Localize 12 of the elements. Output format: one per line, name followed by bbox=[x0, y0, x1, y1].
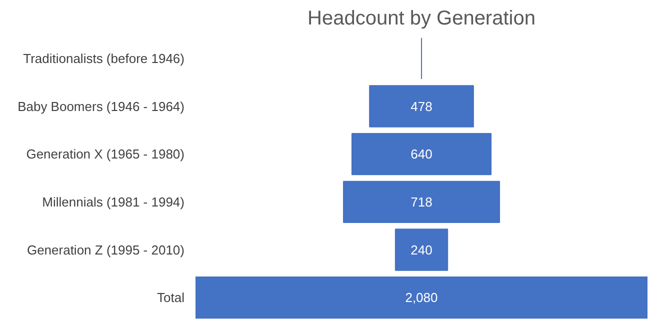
category-label: Generation Z (1995 - 2010) bbox=[26, 242, 185, 258]
data-label: 718 bbox=[410, 194, 432, 210]
data-label: 240 bbox=[410, 242, 432, 258]
data-label: 640 bbox=[410, 146, 432, 162]
data-label: 478 bbox=[410, 98, 432, 114]
category-label: Generation X (1965 - 1980) bbox=[26, 146, 185, 162]
category-label: Baby Boomers (1946 - 1964) bbox=[18, 98, 185, 114]
category-label: Total bbox=[157, 290, 185, 306]
data-label: 2,080 bbox=[405, 290, 438, 306]
text: Headcount by Generation bbox=[308, 8, 536, 30]
category-label: Traditionalists (before 1946) bbox=[23, 50, 185, 66]
category-label: Millennials (1981 - 1994) bbox=[42, 194, 185, 210]
